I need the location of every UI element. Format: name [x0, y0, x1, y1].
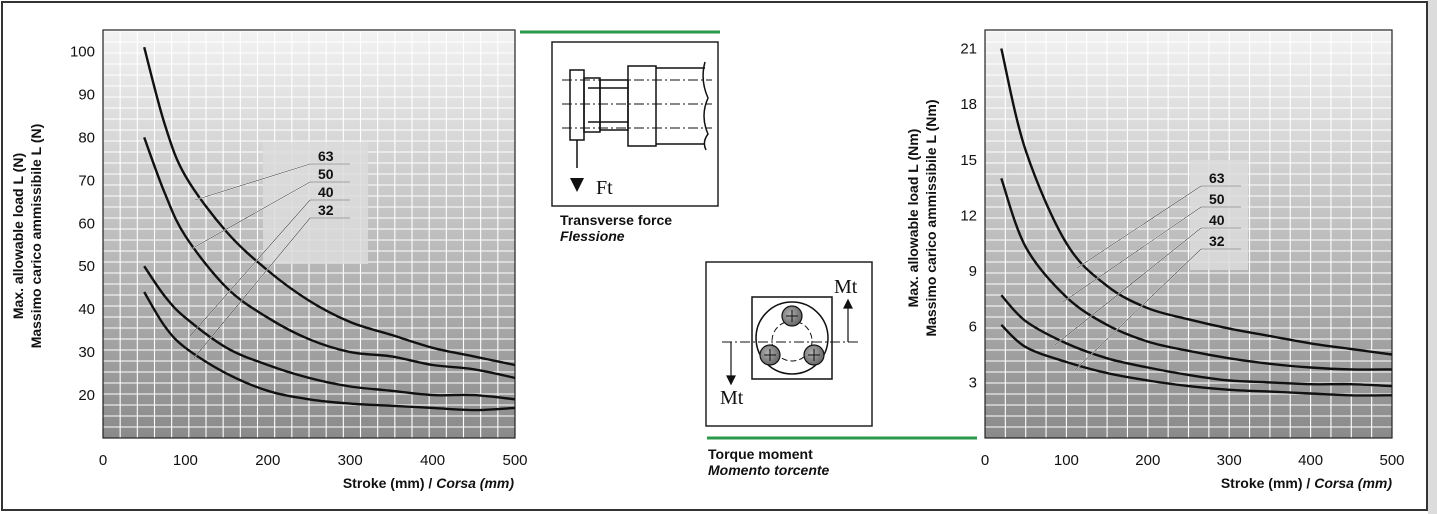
series-label-50: 50	[318, 166, 334, 182]
torque-moment-diagram: Mt Mt Torque moment Momento torcente	[705, 261, 977, 478]
series-label-40: 40	[318, 184, 334, 200]
series-leader-shadow-63	[1076, 185, 1241, 269]
y-axis-label-right-it: Massimo carico ammissibile L (Nm)	[923, 99, 939, 336]
y-tick-label: 6	[969, 319, 977, 336]
series-leader-shadow-32	[193, 217, 350, 359]
y-axis-label-right-en: Max. allowable load L (Nm)	[905, 129, 921, 308]
series-line-40	[1000, 294, 1393, 388]
series-label-32: 32	[1209, 233, 1225, 249]
series-labels-right: 63 50 40 32	[1054, 160, 1248, 371]
y-axis-label-left-en: Max. allowable load L (N)	[10, 153, 26, 319]
y-tick-label: 70	[78, 172, 95, 189]
series-line-63	[143, 46, 516, 367]
x-axis-label-right: Stroke (mm) / Corsa (mm)	[1221, 475, 1392, 491]
y-tick-label: 50	[78, 258, 95, 275]
series-label-40: 40	[1209, 212, 1225, 228]
y-tick-label: 100	[70, 43, 95, 60]
series-label-panel	[1190, 160, 1248, 270]
series-leader-shadow-50	[1062, 206, 1241, 303]
y-tick-label: 3	[969, 374, 977, 391]
x-axis-label-right-it: Corsa (mm)	[1314, 475, 1392, 491]
y-axis-label-left-it: Massimo carico ammissibile L (N)	[28, 124, 44, 349]
curves-right	[1000, 48, 1393, 397]
plot-border	[984, 29, 1393, 439]
flange-circle	[755, 301, 829, 375]
series-line-32	[1000, 324, 1393, 397]
force-symbol: Ft	[596, 177, 613, 199]
series-line-32	[143, 291, 516, 412]
series-label-63: 63	[1209, 170, 1225, 186]
transverse-force-diagram: Ft Transverse force Flessione	[520, 30, 720, 244]
centre-lines	[562, 79, 712, 129]
rods	[759, 305, 825, 366]
chart-right: 0 100 200 300 400 500 3 6 9 12 15 18 21 63 50 40 32 Max…	[905, 29, 1405, 491]
x-tick-label: 200	[1135, 452, 1160, 469]
y-tick-label: 30	[78, 344, 95, 361]
x-tick-label: 0	[981, 452, 989, 469]
series-leader-shadow-50	[192, 181, 350, 249]
series-labels-left: 63 50 40 32	[189, 142, 368, 359]
x-tick-label: 300	[338, 452, 363, 469]
y-tick-label: 60	[78, 215, 95, 232]
torque-arrows	[726, 298, 853, 386]
x-axis-label-right-en: Stroke (mm) /	[1221, 475, 1314, 491]
series-leader-shadow-40	[189, 199, 350, 337]
series-line-50	[143, 136, 516, 380]
series-label-50: 50	[1209, 191, 1225, 207]
plot-border	[102, 29, 516, 439]
y-tick-label: 9	[969, 263, 977, 280]
series-leader-shadow-40	[1054, 227, 1241, 346]
x-tick-label: 200	[255, 452, 280, 469]
y-tick-label: 18	[960, 96, 977, 113]
x-axis-label-left-en: Stroke (mm) /	[343, 475, 436, 491]
x-tick-label: 100	[173, 452, 198, 469]
x-tick-label: 0	[99, 452, 107, 469]
transverse-force-caption: Transverse force	[560, 212, 672, 228]
y-tick-label: 21	[960, 41, 977, 58]
cylinder-drawing	[569, 61, 709, 168]
y-tick-label: 90	[78, 86, 95, 103]
torque-moment-caption: Torque moment	[708, 446, 813, 462]
x-tick-label: 400	[1298, 452, 1323, 469]
x-tick-label: 500	[1379, 452, 1404, 469]
series-label-32: 32	[318, 202, 334, 218]
y-tick-label: 80	[78, 129, 95, 146]
curves-left	[143, 46, 516, 412]
torque-moment-caption-it: Momento torcente	[708, 462, 830, 478]
series-label-63: 63	[318, 148, 334, 164]
x-tick-label: 400	[420, 452, 445, 469]
series-line-63	[1000, 48, 1393, 356]
force-arrow-icon	[570, 178, 584, 192]
torque-symbol-top: Mt	[834, 276, 858, 298]
x-tick-label: 300	[1217, 452, 1242, 469]
transverse-force-caption-it: Flessione	[560, 228, 625, 244]
chart-left: 0 100 200 300 400 500 20 30 40 50 60 70 80 90 100 63 50…	[10, 29, 528, 491]
x-tick-label: 500	[502, 452, 527, 469]
series-leader-shadow-32	[1074, 248, 1241, 371]
torque-symbol-bottom: Mt	[720, 387, 744, 409]
torque-moment-box	[705, 261, 873, 427]
x-axis-label-left-it: Corsa (mm)	[436, 475, 514, 491]
x-axis-label-left: Stroke (mm) / Corsa (mm)	[343, 475, 514, 491]
x-tick-label: 100	[1054, 452, 1079, 469]
y-tick-label: 15	[960, 152, 977, 169]
ticks-left: 0 100 200 300 400 500 20 30 40 50 60 70 80 90 100	[70, 43, 528, 469]
series-label-panel	[263, 142, 368, 264]
y-tick-label: 12	[960, 207, 977, 224]
series-leader-shadow-63	[194, 163, 350, 201]
y-tick-label: 20	[78, 387, 95, 404]
series-line-50	[1000, 177, 1393, 371]
right-margin-strip	[1428, 0, 1437, 514]
series-line-40	[143, 265, 516, 401]
grid-right	[984, 29, 1393, 439]
y-tick-label: 40	[78, 301, 95, 318]
flange-square	[751, 296, 833, 380]
ticks-right: 0 100 200 300 400 500 3 6 9 12 15 18 21	[960, 41, 1404, 469]
